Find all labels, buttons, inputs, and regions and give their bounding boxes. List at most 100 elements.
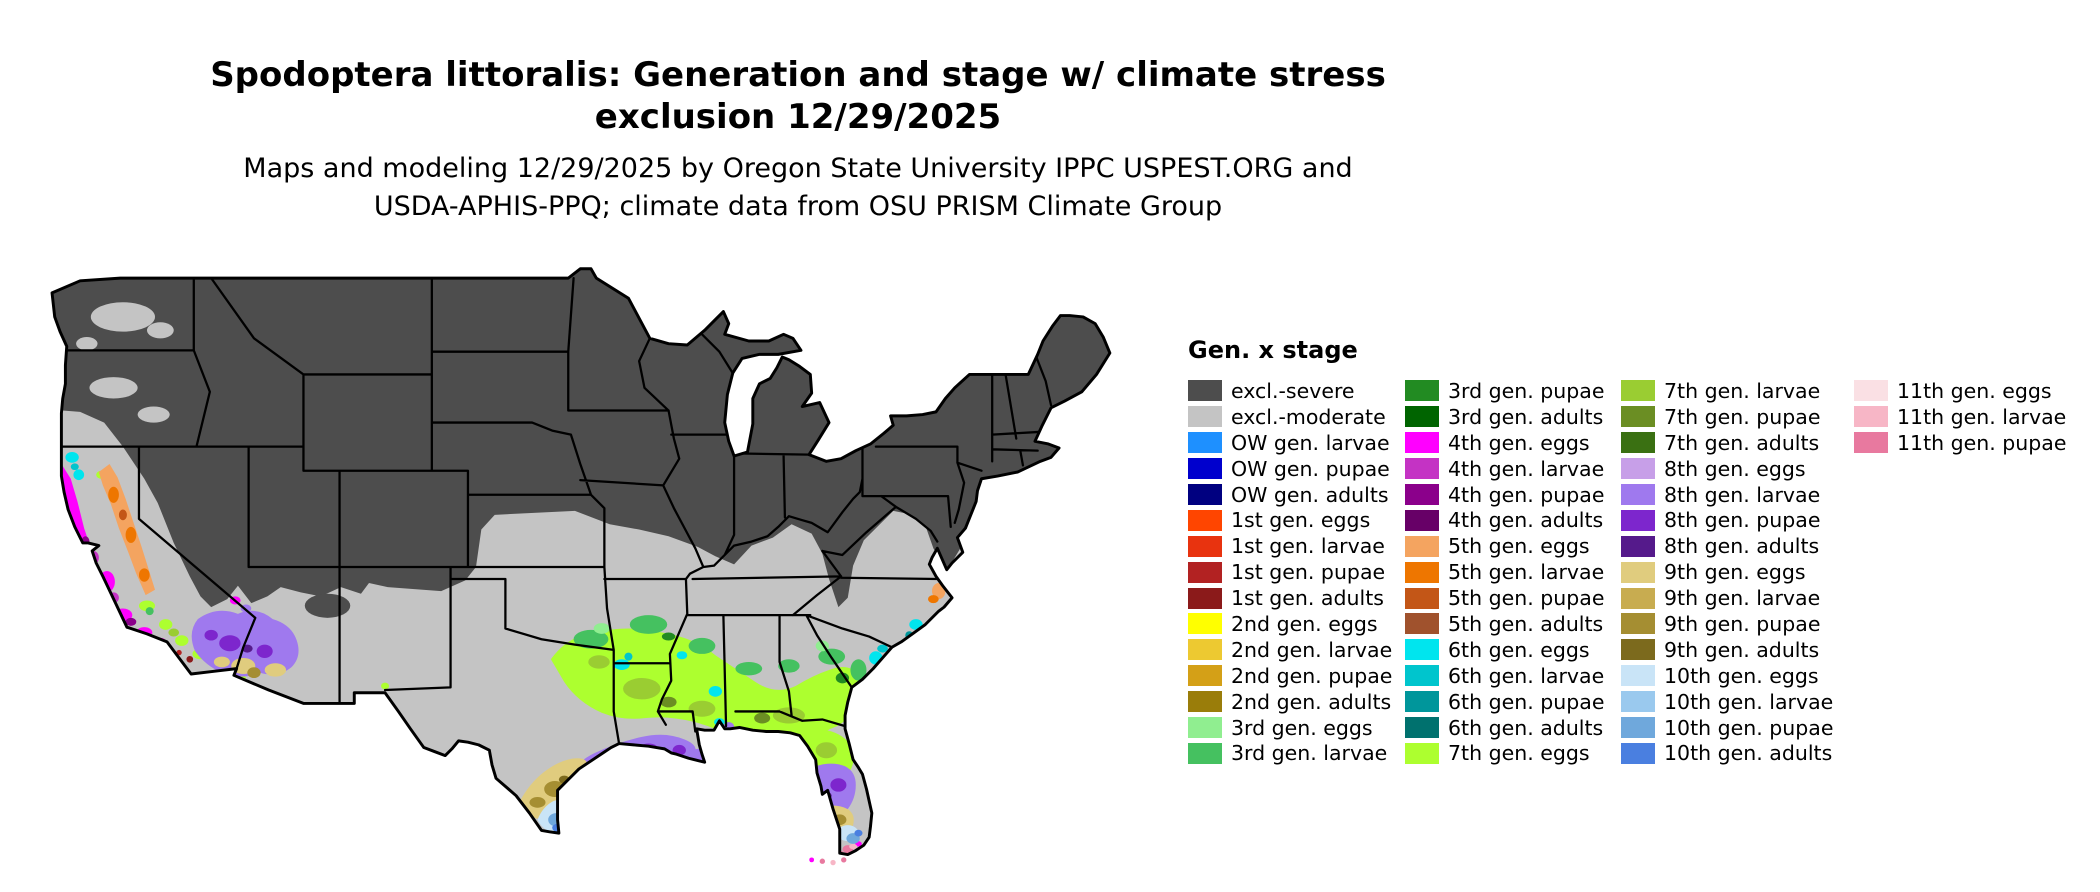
legend-item-label: 5th gen. eggs bbox=[1448, 534, 1590, 559]
legend-item: 5th gen. pupae bbox=[1405, 585, 1621, 611]
legend-item: 11th gen. eggs bbox=[1854, 378, 2100, 404]
legend-item: 8th gen. adults bbox=[1621, 533, 1854, 559]
legend-swatch bbox=[1188, 561, 1222, 583]
legend-item-label: 5th gen. adults bbox=[1448, 611, 1604, 636]
legend-item: 5th gen. eggs bbox=[1405, 533, 1621, 559]
legend-column: 3rd gen. pupae 3rd gen. adults 4th gen. eg… bbox=[1405, 378, 1621, 766]
legend-swatch bbox=[1405, 432, 1439, 454]
legend-item-label: 3rd gen. larvae bbox=[1231, 741, 1388, 766]
map-title: Spodoptera littoralis: Generation and st… bbox=[0, 54, 1596, 138]
legend-item: 4th gen. adults bbox=[1405, 507, 1621, 533]
legend-swatch bbox=[1188, 587, 1222, 609]
legend-swatch bbox=[1405, 613, 1439, 635]
legend-item-label: 7th gen. pupae bbox=[1664, 404, 1821, 429]
legend-item: 1st gen. eggs bbox=[1188, 507, 1405, 533]
legend-column: excl.-severe excl.-moderate OW gen. larvae… bbox=[1188, 378, 1405, 766]
legend-swatch bbox=[1405, 561, 1439, 583]
map-title-line2: exclusion 12/29/2025 bbox=[594, 97, 1002, 137]
legend-item-label: 2nd gen. larvae bbox=[1231, 637, 1393, 662]
legend-swatch bbox=[1621, 484, 1655, 505]
legend-item-label: 10th gen. eggs bbox=[1664, 663, 1819, 688]
legend-swatch bbox=[1405, 406, 1439, 428]
legend-item: 7th gen. eggs bbox=[1405, 740, 1621, 766]
legend-item: 2nd gen. adults bbox=[1188, 689, 1405, 715]
legend-swatch bbox=[1854, 380, 1888, 402]
legend-item-label: 7th gen. eggs bbox=[1448, 741, 1590, 766]
legend-item-label: 2nd gen. adults bbox=[1231, 689, 1392, 714]
legend-item: 9th gen. pupae bbox=[1621, 611, 1854, 637]
legend-item: OW gen. larvae bbox=[1188, 430, 1405, 456]
legend-swatch bbox=[1188, 509, 1222, 531]
legend-item: 3rd gen. eggs bbox=[1188, 715, 1405, 741]
legend-swatch bbox=[1621, 535, 1655, 557]
legend-swatch bbox=[1405, 587, 1439, 609]
legend: Gen. x stage excl.-severe excl.-moderate O… bbox=[1188, 336, 2100, 766]
legend-item-label: 7th gen. adults bbox=[1664, 430, 1820, 455]
legend-item: 6th gen. pupae bbox=[1405, 689, 1621, 715]
legend-swatch bbox=[1621, 717, 1655, 739]
legend-item: excl.-severe bbox=[1188, 378, 1405, 404]
legend-swatch bbox=[1405, 458, 1439, 480]
legend-swatch bbox=[1405, 717, 1439, 739]
legend-swatch bbox=[1621, 432, 1655, 454]
legend-swatch bbox=[1188, 665, 1222, 687]
legend-item-label: 2nd gen. pupae bbox=[1231, 663, 1393, 688]
map-gen3-patches bbox=[145, 607, 867, 757]
legend-item: 8th gen. larvae bbox=[1621, 482, 1854, 508]
legend-item: 9th gen. adults bbox=[1621, 637, 1854, 663]
legend-item: 9th gen. eggs bbox=[1621, 559, 1854, 585]
map-gen6-patches bbox=[63, 451, 923, 727]
map-attribution-line2: USDA-APHIS-PPQ; climate data from OSU PR… bbox=[373, 191, 1223, 222]
legend-swatch bbox=[1405, 691, 1439, 713]
legend-swatch bbox=[1188, 535, 1222, 557]
legend-item: 7th gen. pupae bbox=[1621, 404, 1854, 430]
legend-item: 10th gen. pupae bbox=[1621, 715, 1854, 741]
legend-item-label: 11th gen. larvae bbox=[1897, 404, 2067, 429]
legend-item: OW gen. pupae bbox=[1188, 456, 1405, 482]
legend-item-label: 8th gen. adults bbox=[1664, 534, 1820, 559]
legend-swatch bbox=[1405, 380, 1439, 402]
legend-item-label: 7th gen. larvae bbox=[1664, 378, 1821, 403]
legend-item-label: 4th gen. pupae bbox=[1448, 482, 1605, 507]
legend-item-label: 8th gen. larvae bbox=[1664, 482, 1821, 507]
legend-item: 3rd gen. adults bbox=[1405, 404, 1621, 430]
legend-swatch bbox=[1405, 484, 1439, 505]
legend-swatch bbox=[1188, 613, 1222, 635]
legend-item: OW gen. adults bbox=[1188, 482, 1405, 508]
legend-item-label: 1st gen. eggs bbox=[1231, 508, 1371, 533]
legend-item: 2nd gen. larvae bbox=[1188, 637, 1405, 663]
map-attribution-line1: Maps and modeling 12/29/2025 by Oregon S… bbox=[243, 153, 1353, 184]
legend-item-label: 1st gen. pupae bbox=[1231, 560, 1386, 585]
legend-item: 5th gen. larvae bbox=[1405, 559, 1621, 585]
legend-item: excl.-moderate bbox=[1188, 404, 1405, 430]
legend-swatch bbox=[1621, 587, 1655, 609]
legend-item-label: 4th gen. adults bbox=[1448, 508, 1604, 533]
legend-item-label: 4th gen. eggs bbox=[1448, 430, 1590, 455]
legend-swatch bbox=[1188, 380, 1222, 402]
legend-item: 10th gen. eggs bbox=[1621, 663, 1854, 689]
legend-item: 10th gen. larvae bbox=[1621, 689, 1854, 715]
legend-item: 6th gen. larvae bbox=[1405, 663, 1621, 689]
legend-item: 8th gen. eggs bbox=[1621, 456, 1854, 482]
legend-column: 7th gen. larvae 7th gen. pupae 7th gen. ad… bbox=[1621, 378, 1854, 766]
legend-item-label: 3rd gen. pupae bbox=[1448, 378, 1605, 403]
legend-swatch bbox=[1621, 639, 1655, 661]
legend-swatch bbox=[1621, 561, 1655, 583]
legend-item: 4th gen. pupae bbox=[1405, 482, 1621, 508]
legend-swatch bbox=[1188, 458, 1222, 480]
legend-swatch bbox=[1854, 406, 1888, 428]
state-borders bbox=[60, 277, 1053, 745]
legend-item: 2nd gen. pupae bbox=[1188, 663, 1405, 689]
legend-item-label: 11th gen. eggs bbox=[1897, 378, 2052, 403]
legend-item-label: 6th gen. pupae bbox=[1448, 689, 1605, 714]
national-outline bbox=[50, 267, 1112, 857]
legend-item-label: 4th gen. larvae bbox=[1448, 456, 1605, 481]
legend-swatch bbox=[1188, 406, 1222, 428]
legend-item-label: 10th gen. pupae bbox=[1664, 715, 1834, 740]
legend-item-label: 9th gen. pupae bbox=[1664, 611, 1821, 636]
legend-swatch bbox=[1405, 535, 1439, 557]
legend-column: 11th gen. eggs 11th gen. larvae 11th gen. … bbox=[1854, 378, 2100, 456]
legend-swatch bbox=[1621, 458, 1655, 480]
legend-swatch bbox=[1405, 742, 1439, 764]
